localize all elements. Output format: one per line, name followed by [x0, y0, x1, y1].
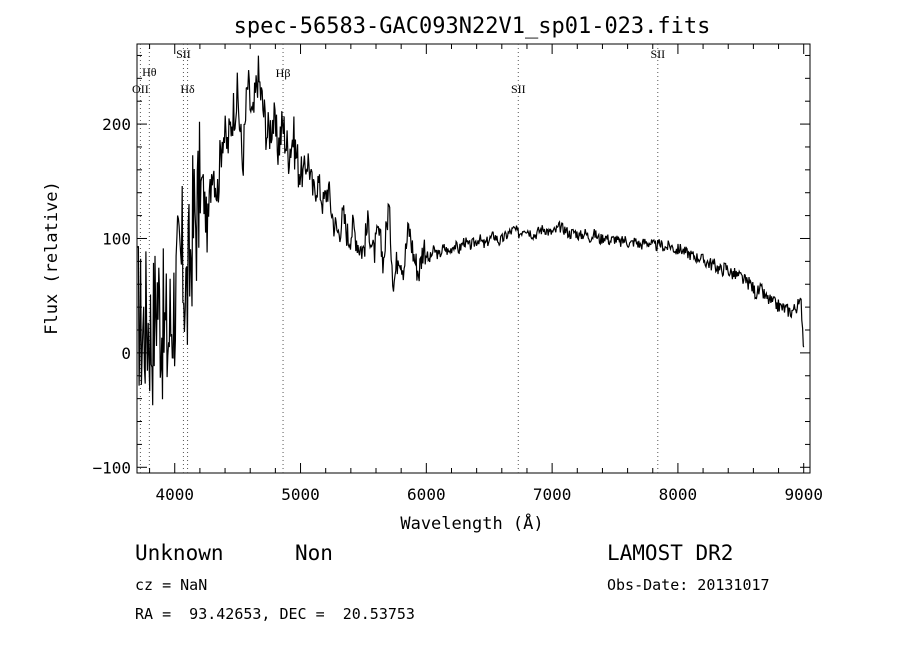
spectrum-line	[137, 55, 805, 406]
obs-date: Obs-Date: 20131017	[607, 576, 770, 594]
spectral-line-label: Hβ	[276, 66, 291, 80]
y-axis-label: Flux (relative)	[42, 181, 62, 335]
spectral-line-label: Hδ	[180, 82, 195, 96]
class-label: Unknown	[135, 541, 224, 565]
x-tick-label: 4000	[155, 485, 194, 504]
y-tick-label: 100	[102, 229, 131, 248]
x-tick-label: 9000	[784, 485, 823, 504]
spectral-line-label: SII	[650, 47, 665, 61]
y-tick-label: −100	[92, 458, 131, 477]
spectral-line-label: Hθ	[142, 65, 157, 79]
survey-label: LAMOST DR2	[607, 541, 734, 565]
coordinates: RA = 93.42653, DEC = 20.53753	[135, 605, 415, 623]
subclass-label: Non	[295, 541, 333, 565]
spectrum-chart: spec-56583-GAC093N22V1_sp01-023.fits OII…	[42, 14, 823, 534]
x-tick-label: 8000	[659, 485, 698, 504]
y-tick-label: 200	[102, 115, 131, 134]
x-tick-label: 6000	[407, 485, 446, 504]
y-tick-label: 0	[121, 344, 131, 363]
spectral-line-label: SII	[176, 47, 191, 61]
plot-frame	[136, 43, 811, 474]
x-axis-label: Wavelength (Å)	[400, 512, 543, 534]
spectral-line-label: OII	[132, 82, 149, 96]
x-tick-label: 7000	[533, 485, 572, 504]
spectral-line-label: SII	[511, 82, 526, 96]
chart-title: spec-56583-GAC093N22V1_sp01-023.fits	[234, 14, 711, 39]
cz-value: cz = NaN	[135, 576, 208, 594]
x-tick-label: 5000	[281, 485, 320, 504]
